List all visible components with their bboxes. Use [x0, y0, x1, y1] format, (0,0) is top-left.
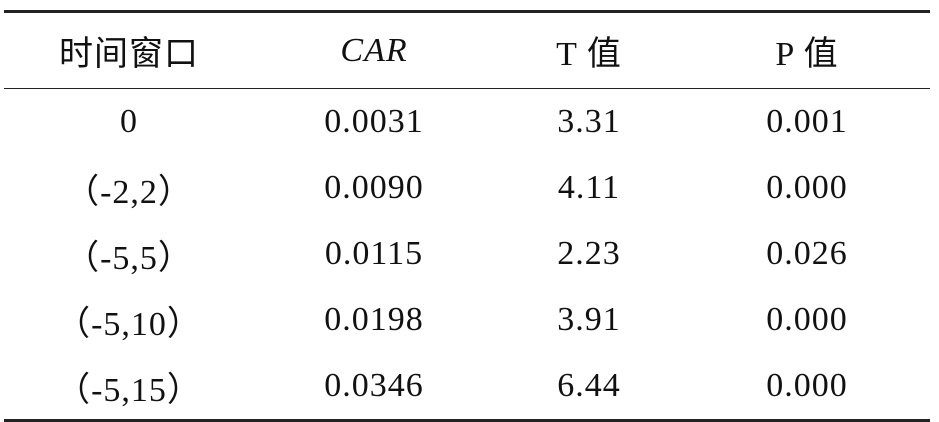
- table-cell: 0.0115: [324, 235, 424, 272]
- header-cell: P 值: [684, 11, 930, 89]
- table-cell: 0.001: [766, 103, 848, 140]
- table-cell: 3.91: [557, 301, 621, 338]
- table-cell: 0.0346: [324, 367, 424, 404]
- table-cell: 0.026: [766, 235, 848, 272]
- table-cell: 3.31: [557, 103, 621, 140]
- table-cell: （-5,5）: [65, 239, 193, 277]
- table-row: （-2,2） 0.0090 4.11 0.000: [4, 155, 930, 221]
- table-cell: 0.0198: [324, 301, 424, 338]
- header-cell: T 值: [494, 11, 684, 89]
- table-body: 0 0.0031 3.31 0.001 （-2,2） 0.0090 4.11 0.000 （-5…: [4, 89, 930, 421]
- table-cell: 0.000: [766, 301, 848, 338]
- table-row: （-5,5） 0.0115 2.23 0.026: [4, 221, 930, 287]
- table-cell: 0.000: [766, 169, 848, 206]
- table-row: （-5,10） 0.0198 3.91 0.000: [4, 287, 930, 353]
- header-cell: 时间窗口: [4, 11, 254, 89]
- table-row: 0 0.0031 3.31 0.001: [4, 89, 930, 156]
- table-cell: （-2,2）: [65, 173, 193, 211]
- header-cell: CAR: [254, 11, 494, 89]
- table-cell: （-5,15）: [56, 371, 202, 409]
- table-cell: 2.23: [557, 235, 621, 272]
- table-cell: 6.44: [557, 367, 621, 404]
- table-cell: （-5,10）: [56, 305, 202, 343]
- table-cell: 4.11: [557, 169, 621, 206]
- table-cell: 0.0031: [324, 103, 424, 140]
- table-cell: 0.000: [766, 367, 848, 404]
- table-cell: 0.0090: [324, 169, 424, 206]
- table-cell: 0: [120, 103, 138, 140]
- table-row: （-5,15） 0.0346 6.44 0.000: [4, 353, 930, 421]
